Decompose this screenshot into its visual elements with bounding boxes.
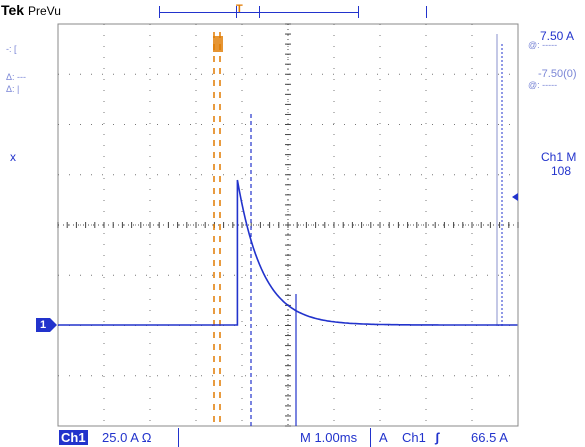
left-readout-2: Δ: ---: [6, 72, 27, 82]
measurement-label: Ch1 M: [541, 150, 577, 164]
scale-readout-top: 7.50 A: [540, 29, 575, 43]
record-bar-end: [426, 6, 427, 18]
vertical-scale-readout[interactable]: 25.0 A Ω: [102, 430, 152, 445]
brand-name: Tek: [1, 2, 25, 18]
trigger-source-readout[interactable]: Ch1: [402, 430, 426, 445]
cursor-lines: [213, 32, 503, 426]
trigger-type-label: A: [379, 430, 388, 445]
cursor-x-label: x: [10, 150, 16, 164]
trigger-position-marker[interactable]: T: [236, 3, 243, 15]
graticule-grid: [57, 23, 519, 427]
scale-readout-mid-sub: @: -----: [528, 80, 558, 90]
status-bar: Ch1 25.0 A Ω M 1.00ms A Ch1 ʃ 66.5 A: [0, 428, 585, 447]
brand-label: Tek PreVu: [1, 2, 61, 18]
trigger-level-icon: [512, 193, 518, 201]
ch1-waveform-trace: [58, 179, 518, 326]
trigger-level-readout[interactable]: 66.5 A: [471, 430, 508, 445]
record-view-window[interactable]: [236, 6, 260, 18]
header-bar: Tek PreVu T: [0, 0, 585, 22]
timebase-readout[interactable]: M 1.00ms: [300, 430, 358, 445]
scale-readout-top-sub: @: -----: [528, 40, 558, 50]
ch1-marker-arrow-icon: [50, 318, 57, 332]
left-readout-1: -: [: [6, 44, 17, 54]
waveform-display[interactable]: [0, 0, 585, 428]
trigger-level-icon: [512, 193, 518, 201]
record-length-bar[interactable]: [159, 6, 359, 18]
scale-readout-mid: -7.50(0): [538, 68, 577, 80]
channel-button[interactable]: Ch1: [59, 430, 88, 445]
ch1-ground-marker-icon[interactable]: 1: [36, 318, 50, 332]
left-readout-3: Δ: |: [6, 84, 20, 94]
cursor-handle: [213, 36, 223, 52]
measurement-value: 108: [551, 164, 572, 178]
rising-edge-icon: ʃ: [435, 430, 440, 445]
acquisition-mode: PreVu: [27, 4, 61, 18]
